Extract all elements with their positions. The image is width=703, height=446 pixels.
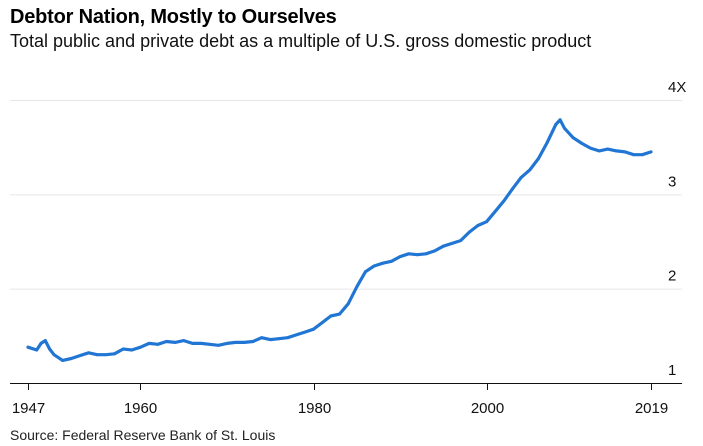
data-point [580,142,584,145]
data-point [416,253,419,257]
data-point [139,345,142,349]
data-point [156,342,160,346]
data-point [632,153,636,157]
data-point [390,259,393,263]
data-point [35,348,39,352]
data-point [545,141,549,144]
data-point [165,340,168,343]
series-layer [26,118,653,362]
data-point [69,357,73,360]
source-note: Source: Federal Reserve Bank of St. Loui… [10,427,276,443]
data-point [364,270,367,274]
data-point [52,353,56,357]
data-point [147,342,151,345]
data-point [251,340,255,343]
data-point [182,339,186,342]
y-tick-label: 4X [668,79,686,96]
data-point [355,285,359,289]
data-point [199,342,203,345]
data-point [381,261,385,265]
data-point [234,341,238,344]
data-point [623,150,627,154]
x-tick-label: 2000 [471,400,504,417]
data-point [519,176,523,179]
data-point [467,230,471,234]
data-point [286,336,289,340]
data-point [597,149,601,153]
x-tick-label: 1960 [124,400,157,417]
data-point [48,347,51,351]
data-point [398,255,402,258]
data-point [346,302,350,306]
data-point [312,327,315,331]
x-tick-label: 1947 [12,400,45,417]
data-point [640,153,644,157]
data-point [563,126,566,130]
data-point [95,353,99,357]
y-tick-label: 3 [668,173,676,190]
data-point [225,342,229,345]
data-point [615,149,618,153]
data-point [320,321,324,324]
gridlines [10,100,682,290]
data-point [511,187,514,191]
data-point [424,252,428,256]
data-point [39,342,43,345]
data-point [459,239,462,243]
data-point [87,351,90,355]
data-point [268,338,272,341]
data-point [537,157,540,160]
data-point [43,339,47,342]
data-point [485,220,488,224]
data-point [571,136,575,140]
data-point [338,312,341,316]
chart-title: Debtor Nation, Mostly to Ourselves [10,6,337,28]
data-point [130,348,134,352]
data-point [78,354,82,357]
data-point [329,314,333,318]
data-point [277,337,281,341]
data-point [606,147,610,151]
y-tick-label: 2 [668,268,676,285]
data-point [528,168,532,172]
debt-to-gdp-line [26,118,653,362]
chart-subtitle: Total public and private debt as a multi… [10,31,592,51]
x-tick-label: 2019 [635,400,668,417]
data-point [433,249,437,253]
data-point [303,330,307,334]
data-point [372,264,376,268]
x-axis [10,383,682,390]
data-point [441,244,445,248]
data-point [260,336,263,340]
data-point [104,353,108,357]
data-point [294,333,298,337]
x-tick-label: 1980 [298,400,331,417]
data-point [476,224,480,227]
data-point [589,146,592,150]
data-point [208,342,212,346]
data-point [113,352,116,356]
data-point [121,347,125,351]
y-tick-label: 1 [668,362,676,379]
data-point [61,359,64,362]
x-axis-labels: 1947 1960 1980 2000 2019 [12,400,668,417]
data-point [191,342,194,345]
y-axis-labels: 1 2 3 4X [668,79,686,379]
data-point [26,345,30,349]
data-point [554,123,558,126]
data-point [450,242,454,245]
data-point [502,199,506,203]
data-point [649,150,653,154]
data-point [407,252,411,256]
data-point [217,343,220,347]
data-point [493,209,497,213]
data-point [558,118,562,122]
data-point [173,341,177,344]
data-point [242,341,246,344]
